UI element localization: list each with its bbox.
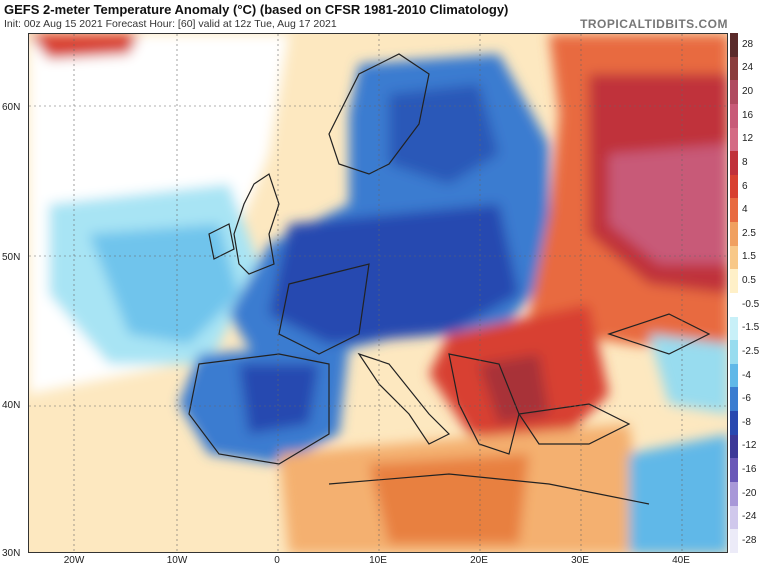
colorbar-swatch	[730, 340, 738, 364]
colorbar-swatch	[730, 458, 738, 482]
colorbar-label: 6	[742, 180, 748, 192]
colorbar-label: 2.5	[742, 227, 756, 239]
colorbar-swatch	[730, 80, 738, 104]
lat-label-60n: 60N	[2, 102, 21, 113]
colorbar-label: -28	[742, 534, 757, 546]
colorbar-row: -2.5	[728, 340, 768, 364]
colorbar-row: 12	[728, 127, 768, 152]
colorbar-row: 0.5	[728, 269, 768, 293]
colorbar-swatch	[730, 127, 738, 152]
colorbar-label: 24	[742, 62, 754, 74]
anomaly-map	[28, 33, 728, 553]
coastlines	[188, 53, 711, 505]
lon-label-30e: 30E	[571, 555, 589, 566]
colorbar-swatch	[730, 434, 738, 459]
colorbar-swatch	[730, 363, 738, 388]
colorbar-swatch	[730, 174, 738, 199]
colorbar-label: 8	[742, 156, 748, 168]
lon-label-20w: 20W	[63, 555, 85, 566]
lon-label-0: 0	[274, 555, 280, 566]
colorbar-label: -20	[742, 487, 757, 499]
colorbar-swatch	[730, 411, 738, 435]
colorbar-label: -8	[742, 416, 751, 428]
colorbar: 28 24 20 16 12 8 6 4 2.5 1.5 0.5 -0.5 -1.5 -2.5 -4 -6 -8…	[728, 33, 768, 553]
colorbar-label: -2.5	[742, 345, 760, 357]
colorbar-row: 2.5	[728, 222, 768, 246]
colorbar-swatch	[730, 481, 738, 506]
brand-watermark: TROPICALTIDBITS.COM	[580, 17, 728, 31]
graticule	[29, 34, 727, 552]
colorbar-label: -4	[742, 369, 751, 381]
colorbar-label: 12	[742, 133, 754, 145]
colorbar-swatch	[730, 316, 738, 341]
colorbar-swatch	[730, 269, 738, 293]
colorbar-row: -24	[728, 505, 768, 530]
colorbar-swatch	[730, 151, 738, 175]
colorbar-row: -1.5	[728, 316, 768, 341]
colorbar-label: -1.5	[742, 322, 760, 334]
lon-label-20e: 20E	[470, 555, 488, 566]
colorbar-label: 1.5	[742, 251, 756, 263]
colorbar-row: 24	[728, 56, 768, 81]
map-canvas	[29, 34, 727, 552]
lon-label-10w: 10W	[166, 555, 188, 566]
colorbar-row: -0.5	[728, 292, 768, 317]
lon-label-40e: 40E	[672, 555, 690, 566]
colorbar-label: -0.5	[742, 298, 760, 310]
colorbar-row: -12	[728, 434, 768, 459]
colorbar-label: -6	[742, 393, 751, 405]
colorbar-label: 16	[742, 109, 754, 121]
lat-label-50n: 50N	[2, 252, 21, 263]
colorbar-row: 28	[728, 33, 768, 57]
lat-label-30n: 30N	[2, 548, 21, 559]
colorbar-row: -20	[728, 481, 768, 506]
colorbar-row: 6	[728, 174, 768, 199]
colorbar-row: -6	[728, 387, 768, 411]
colorbar-swatch	[730, 222, 738, 246]
colorbar-swatch	[730, 505, 738, 530]
colorbar-label: -24	[742, 511, 757, 523]
colorbar-row: 16	[728, 103, 768, 128]
colorbar-swatch	[730, 387, 738, 411]
anomaly-fields	[29, 34, 727, 552]
colorbar-row: -8	[728, 411, 768, 435]
colorbar-swatch	[730, 103, 738, 128]
colorbar-swatch	[730, 292, 738, 317]
colorbar-label: -16	[742, 464, 757, 476]
colorbar-label: 20	[742, 86, 754, 98]
colorbar-label: 0.5	[742, 275, 756, 287]
colorbar-label: -12	[742, 440, 757, 452]
colorbar-swatch	[730, 198, 738, 222]
colorbar-row: -28	[728, 529, 768, 553]
lon-label-10e: 10E	[369, 555, 387, 566]
colorbar-row: 1.5	[728, 245, 768, 270]
colorbar-label: 28	[742, 38, 754, 50]
colorbar-swatch	[730, 33, 738, 57]
colorbar-swatch	[730, 245, 738, 270]
colorbar-swatch	[730, 529, 738, 553]
colorbar-row: 4	[728, 198, 768, 222]
colorbar-row: 20	[728, 80, 768, 104]
colorbar-row: 8	[728, 151, 768, 175]
colorbar-row: -4	[728, 363, 768, 388]
map-subtitle: Init: 00z Aug 15 2021 Forecast Hour: [60…	[4, 18, 337, 30]
colorbar-row: -16	[728, 458, 768, 482]
map-title: GEFS 2-meter Temperature Anomaly (°C) (b…	[4, 2, 509, 17]
colorbar-label: 4	[742, 204, 748, 216]
colorbar-swatch	[730, 56, 738, 81]
lat-label-40n: 40N	[2, 400, 21, 411]
